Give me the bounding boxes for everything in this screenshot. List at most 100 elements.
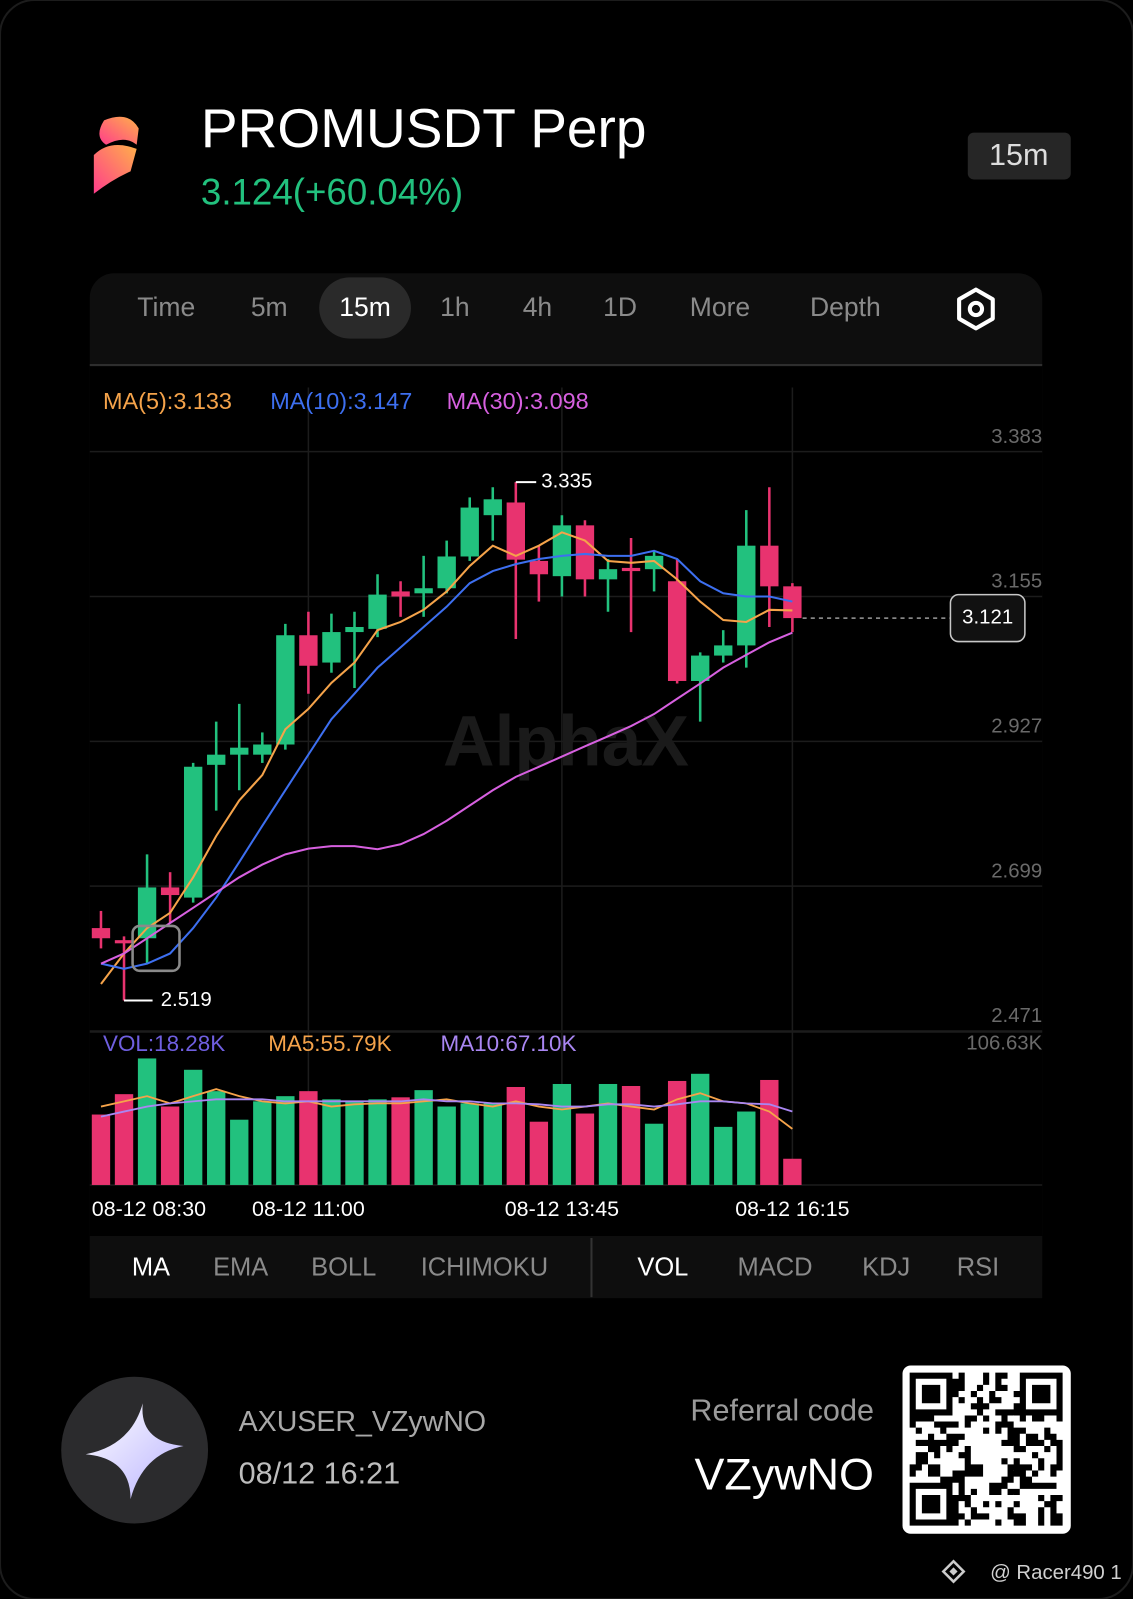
candle-body: [483, 499, 502, 516]
high-label: 3.335: [541, 471, 592, 493]
candle-body: [391, 591, 410, 597]
volume-bar: [552, 1083, 572, 1185]
x-tick-label: 08-12 16:15: [735, 1197, 849, 1221]
x-tick-label: 08-12 13:45: [505, 1197, 619, 1221]
candle-body: [460, 507, 479, 557]
interval-badge: [967, 132, 1071, 180]
volume-bar: [207, 1091, 226, 1185]
avatar-star: [85, 1403, 184, 1500]
main-indicator-tab[interactable]: BOLL: [311, 1253, 376, 1281]
interval-tab[interactable]: 4h: [523, 292, 552, 322]
candle-body: [276, 635, 295, 745]
legend-entry: MA(10):3.147: [270, 388, 412, 414]
sub-indicator-tab[interactable]: VOL: [637, 1253, 688, 1281]
volume-bar: [183, 1069, 203, 1185]
volume-ma-line: [100, 1098, 793, 1118]
volume-legend-entry: MA10:67.10K: [441, 1031, 577, 1056]
volume-bar: [760, 1079, 779, 1185]
volume-bar: [414, 1090, 433, 1185]
volume-bar: [667, 1080, 687, 1185]
interval-tab[interactable]: 5m: [251, 292, 288, 322]
timestamp: 08/12 16:21: [239, 1457, 401, 1491]
volume-bar: [575, 1113, 595, 1185]
active-tab-pill: [319, 277, 411, 339]
candle-body: [368, 594, 387, 629]
sub-indicator-tab[interactable]: RSI: [957, 1253, 999, 1281]
grid: 3.383 3.155 2.927 2.699 2.471 106.63K 08-12 08…: [89, 387, 1043, 1221]
interval-tab[interactable]: 15m: [339, 292, 391, 322]
candle-body: [760, 545, 779, 587]
volume-legend-entry: MA5:55.79K: [268, 1031, 391, 1056]
symbol-title: PROMUSDT Perp: [201, 97, 647, 159]
volume-bar: [506, 1086, 525, 1185]
candle-body: [137, 887, 157, 939]
indicator-tabs: MA EMA BOLL ICHIMOKU VOL MACD KDJ RSI: [132, 1253, 999, 1281]
y-tick-label: 2.927: [991, 715, 1042, 737]
candle-body: [714, 645, 733, 656]
candle-body: [207, 754, 226, 765]
interval-tab[interactable]: Depth: [810, 292, 881, 322]
volume-bar: [460, 1103, 479, 1185]
main-indicator-tab[interactable]: MA: [132, 1253, 170, 1281]
volume-bar: [737, 1111, 756, 1185]
interval-tabs: Time 5m 15m 1h 4h 1D More Depth: [137, 277, 881, 339]
volume-bar: [253, 1101, 272, 1185]
candle-body: [529, 560, 549, 575]
candle-body: [783, 586, 802, 619]
ma-line: [100, 549, 793, 970]
main-indicator-tab[interactable]: ICHIMOKU: [421, 1253, 548, 1281]
volume-legend-entry: VOL:18.28K: [103, 1031, 225, 1056]
referral-code: VZywNO: [695, 1448, 874, 1499]
qr-pattern: [909, 1372, 1063, 1526]
ma-line: [100, 531, 793, 985]
qr-code: [902, 1365, 1071, 1534]
plot: MA(5):3.133 MA(10):3.147 MA(30):3.098 3.335…: [91, 388, 1026, 1185]
candle-body: [91, 928, 111, 939]
volume-bar: [691, 1073, 710, 1185]
candle-body: [345, 626, 364, 633]
x-tick-label: 08-12 08:30: [92, 1197, 206, 1221]
interval-tab[interactable]: More: [690, 292, 750, 322]
interval-tab[interactable]: Time: [137, 292, 195, 322]
candle-body: [552, 525, 572, 577]
settings-icon[interactable]: [957, 287, 995, 331]
volume-bar: [783, 1158, 802, 1185]
candle-body: [506, 502, 525, 560]
interval-tab[interactable]: 1D: [603, 292, 637, 322]
volume-bar: [391, 1097, 410, 1185]
crosshair-marker: [131, 924, 181, 973]
candle-body: [253, 744, 272, 755]
candle-body: [575, 525, 595, 580]
low-label: 2.519: [161, 989, 212, 1011]
x-tick-label: 08-12 11:00: [252, 1197, 365, 1221]
sub-indicator-tab[interactable]: MACD: [738, 1253, 813, 1281]
volume-ma-line: [100, 1088, 793, 1130]
volume-bar: [230, 1119, 249, 1185]
interval-label: 15m: [989, 138, 1048, 172]
indicator-bar: [89, 1235, 1043, 1299]
candle-body: [183, 766, 203, 898]
username: AXUSER_VZywNO: [239, 1406, 486, 1438]
volume-bar: [345, 1101, 364, 1185]
interval-tab[interactable]: 1h: [440, 292, 469, 322]
referral-label: Referral code: [690, 1393, 874, 1427]
candle-body: [621, 567, 641, 572]
logo: [93, 116, 139, 194]
price-change: 3.124(+60.04%): [201, 171, 463, 212]
sub-indicator-tab[interactable]: KDJ: [862, 1253, 910, 1281]
ma-line: [100, 631, 793, 965]
y-tick-label: 2.471: [991, 1005, 1042, 1027]
volume-bar: [299, 1091, 318, 1185]
volume-bar: [276, 1096, 295, 1185]
volume-bar: [714, 1126, 733, 1185]
candle-body: [322, 632, 341, 663]
legend-entry: MA(30):3.098: [447, 388, 589, 414]
watermark: AlphaX: [443, 701, 689, 781]
volume-bar: [160, 1106, 180, 1185]
main-indicator-tab[interactable]: EMA: [213, 1253, 268, 1281]
attribution: @ Racer490 1: [990, 1562, 1122, 1584]
volume-bar: [644, 1123, 664, 1185]
volume-bar: [137, 1058, 157, 1185]
